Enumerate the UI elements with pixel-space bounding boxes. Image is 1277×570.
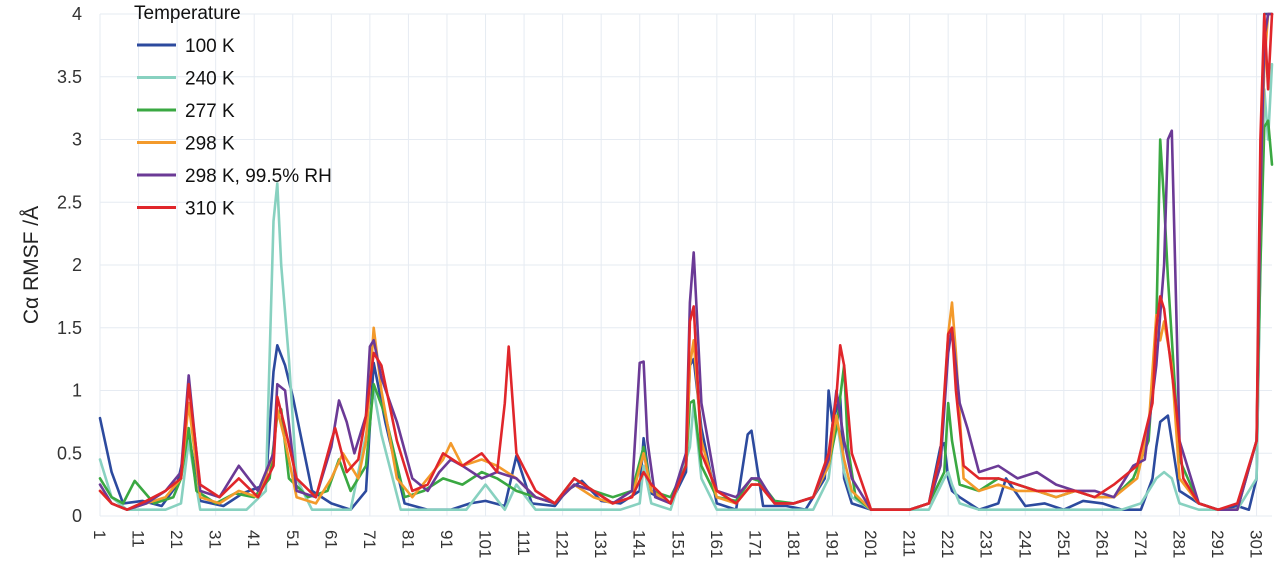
- x-tick-label: 201: [861, 530, 880, 558]
- y-tick-label: 0.5: [57, 443, 82, 463]
- x-tick-label: 41: [244, 530, 263, 549]
- legend-label: 100 K: [185, 36, 235, 57]
- x-tick-label: 291: [1208, 530, 1227, 558]
- legend-title: Temperature: [134, 3, 241, 24]
- x-tick-label: 141: [630, 530, 649, 558]
- legend: Temperature 100 K 240 K 277 K 298 K 298 K, 9…: [134, 3, 332, 220]
- legend-label: 277 K: [185, 101, 235, 122]
- legend-label: 310 K: [185, 199, 235, 220]
- series-lines: [98, 12, 1274, 512]
- x-tick-label: 191: [823, 530, 842, 558]
- x-tick-label: 111: [514, 530, 533, 556]
- x-tick-label: 181: [784, 530, 803, 558]
- series-line-310-k: [98, 12, 1274, 512]
- x-tick-label: 281: [1169, 530, 1188, 558]
- x-tick-label: 51: [283, 530, 302, 549]
- y-tick-label: 4: [72, 4, 82, 24]
- x-tick-label: 101: [476, 530, 495, 558]
- x-tick-label: 211: [900, 530, 919, 557]
- x-tick-label: 261: [1092, 530, 1111, 558]
- x-tick-label: 1: [90, 530, 109, 539]
- x-tick-label: 231: [977, 530, 996, 558]
- y-tick-label: 3.5: [57, 67, 82, 87]
- x-tick-label: 71: [360, 530, 379, 549]
- y-tick-label: 1.5: [57, 318, 82, 338]
- legend-label: 298 K, 99.5% RH: [185, 166, 332, 187]
- y-axis-ticks: 0 0.5 1 1.5 2 2.5 3 3.5 4: [57, 4, 82, 526]
- x-tick-label: 161: [707, 530, 726, 558]
- x-tick-label: 61: [321, 530, 340, 549]
- x-tick-label: 81: [398, 530, 417, 549]
- x-tick-label: 221: [938, 530, 957, 558]
- y-tick-label: 1: [72, 381, 82, 401]
- series-line-100-k: [98, 12, 1274, 512]
- x-tick-label: 301: [1247, 530, 1266, 558]
- x-axis-ticks: 1 11 21 31 41 51 61 71 81 91 101 111 121 131 141 151 161…: [90, 530, 1266, 558]
- x-tick-label: 251: [1054, 530, 1073, 558]
- x-tick-label: 151: [668, 530, 687, 558]
- y-axis-label: Cα RMSF /Å: [20, 206, 43, 324]
- legend-label: 240 K: [185, 69, 235, 90]
- x-tick-label: 31: [206, 530, 225, 549]
- y-tick-label: 3: [72, 130, 82, 150]
- x-tick-label: 21: [167, 530, 186, 549]
- x-tick-label: 171: [745, 530, 764, 558]
- x-tick-label: 11: [129, 530, 148, 548]
- y-tick-label: 2: [72, 255, 82, 275]
- x-tick-label: 241: [1015, 530, 1034, 558]
- x-tick-label: 131: [591, 530, 610, 558]
- y-tick-label: 2.5: [57, 192, 82, 212]
- x-tick-label: 91: [437, 530, 456, 549]
- legend-label: 298 K: [185, 134, 235, 155]
- y-tick-label: 0: [72, 506, 82, 526]
- x-tick-label: 121: [553, 530, 572, 558]
- x-tick-label: 271: [1131, 530, 1150, 558]
